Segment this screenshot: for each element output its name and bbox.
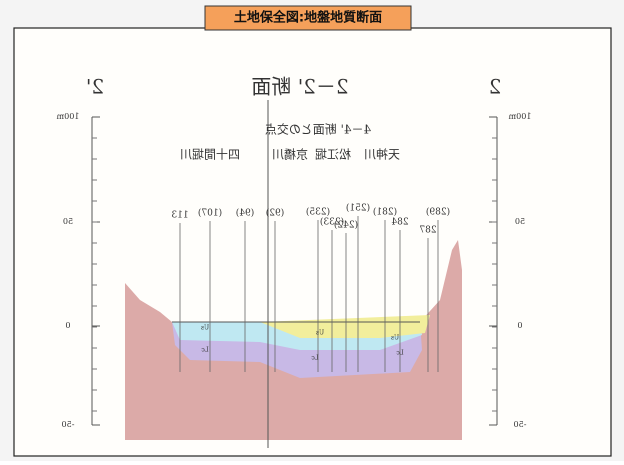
- borehole-label: 113: [171, 211, 188, 221]
- river-label: 松江堀: [315, 147, 351, 162]
- scale-right-label: 50: [515, 217, 525, 226]
- section-right-label: 2: [489, 75, 502, 99]
- scale-left-label: 100m: [56, 112, 79, 121]
- river-label: 天神川: [364, 148, 400, 162]
- layer-label: Lc: [311, 355, 319, 362]
- scale-left-label: -50: [62, 420, 75, 429]
- river-label: 四十間堀川: [180, 147, 240, 162]
- borehole-label: (281): [373, 207, 397, 218]
- borehole-label: (233): [320, 217, 344, 228]
- borehole-label: (107): [198, 208, 222, 219]
- borehole-label: (242): [334, 220, 358, 231]
- river-label: 京橋川: [272, 148, 308, 162]
- layer-label: Us: [391, 335, 399, 342]
- scale-left-label: 50: [63, 217, 73, 226]
- section-title: 2－2' 断面: [251, 75, 348, 99]
- borehole-label: 287: [419, 226, 436, 236]
- scale-right-label: 0: [517, 321, 522, 330]
- borehole-label: 284: [391, 218, 408, 228]
- title-box: [204, 5, 412, 31]
- title: 土地保全図:地盤地質断面: [234, 10, 382, 26]
- layer-label: Us: [316, 330, 324, 337]
- borehole-label: (289): [426, 207, 450, 218]
- intersection-label: 4－4' 断面との交点: [265, 122, 371, 137]
- layer-label: Lc: [396, 350, 404, 357]
- borehole-label: (92): [266, 208, 284, 219]
- borehole-label: (94): [236, 208, 254, 219]
- scale-right-label: -50: [514, 420, 527, 429]
- section-left-label: 2': [86, 75, 104, 99]
- scale-right-label: 100m: [508, 112, 531, 121]
- surface-layer: [260, 315, 430, 338]
- cross-section: [91, 100, 498, 448]
- borehole-label: (235): [306, 207, 330, 218]
- layer-label: Us: [201, 325, 209, 332]
- borehole-label: (251): [346, 203, 370, 214]
- scale-left-label: 0: [65, 321, 70, 330]
- layer-label: Lc: [201, 347, 209, 354]
